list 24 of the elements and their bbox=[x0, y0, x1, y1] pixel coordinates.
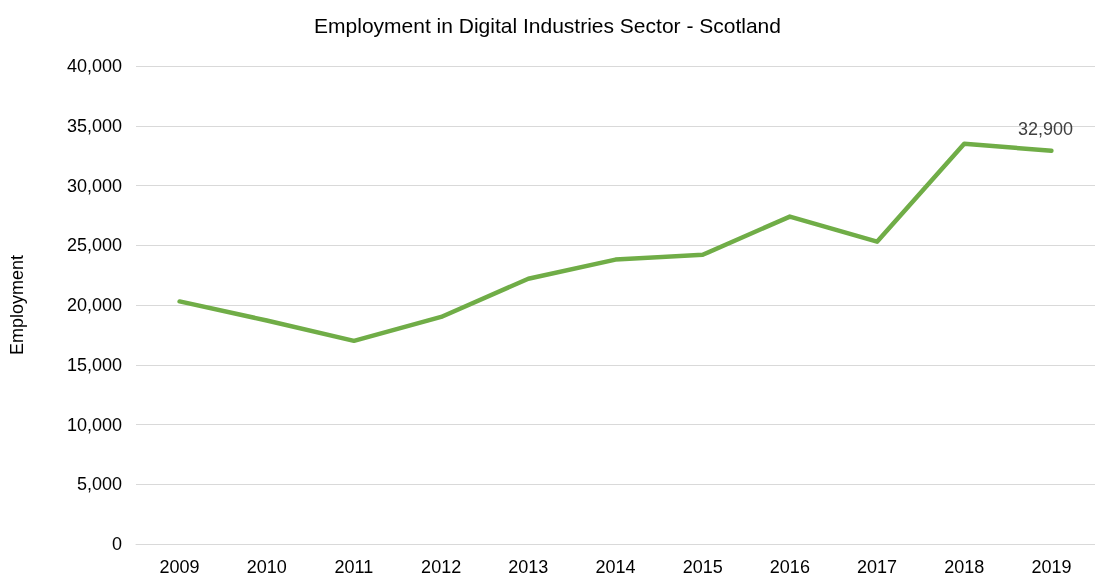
x-tick-label: 2011 bbox=[334, 557, 374, 577]
y-tick-label: 40,000 bbox=[66, 56, 122, 76]
y-tick-label: 15,000 bbox=[66, 354, 122, 375]
x-tick-label: 2014 bbox=[595, 557, 636, 577]
x-tick-label: 2009 bbox=[159, 557, 200, 577]
x-tick-label: 2012 bbox=[421, 557, 462, 577]
line-series bbox=[177, 141, 1054, 344]
y-tick-label: 0 bbox=[111, 534, 122, 554]
y-tick-label: 35,000 bbox=[66, 115, 122, 136]
y-tick-label: 20,000 bbox=[66, 295, 122, 315]
x-tick-label: 2019 bbox=[1031, 557, 1072, 577]
x-tick-label: 2010 bbox=[246, 557, 287, 577]
x-tick-label: 2016 bbox=[769, 557, 810, 577]
x-tick-label: 2017 bbox=[857, 557, 898, 577]
y-axis-title: Employment bbox=[7, 254, 27, 356]
chart-title: Employment in Digital Industries Sector - Scotland bbox=[314, 14, 781, 37]
x-tick-label: 2013 bbox=[508, 557, 549, 577]
data-label: 32,900 bbox=[1017, 118, 1073, 139]
x-tick-label: 2018 bbox=[944, 557, 985, 577]
y-tick-label: 25,000 bbox=[66, 235, 122, 256]
y-tick-label: 5,000 bbox=[76, 474, 122, 495]
y-tick-label: 10,000 bbox=[66, 414, 122, 435]
y-tick-label: 30,000 bbox=[66, 175, 122, 196]
x-tick-label: 2015 bbox=[682, 557, 723, 577]
